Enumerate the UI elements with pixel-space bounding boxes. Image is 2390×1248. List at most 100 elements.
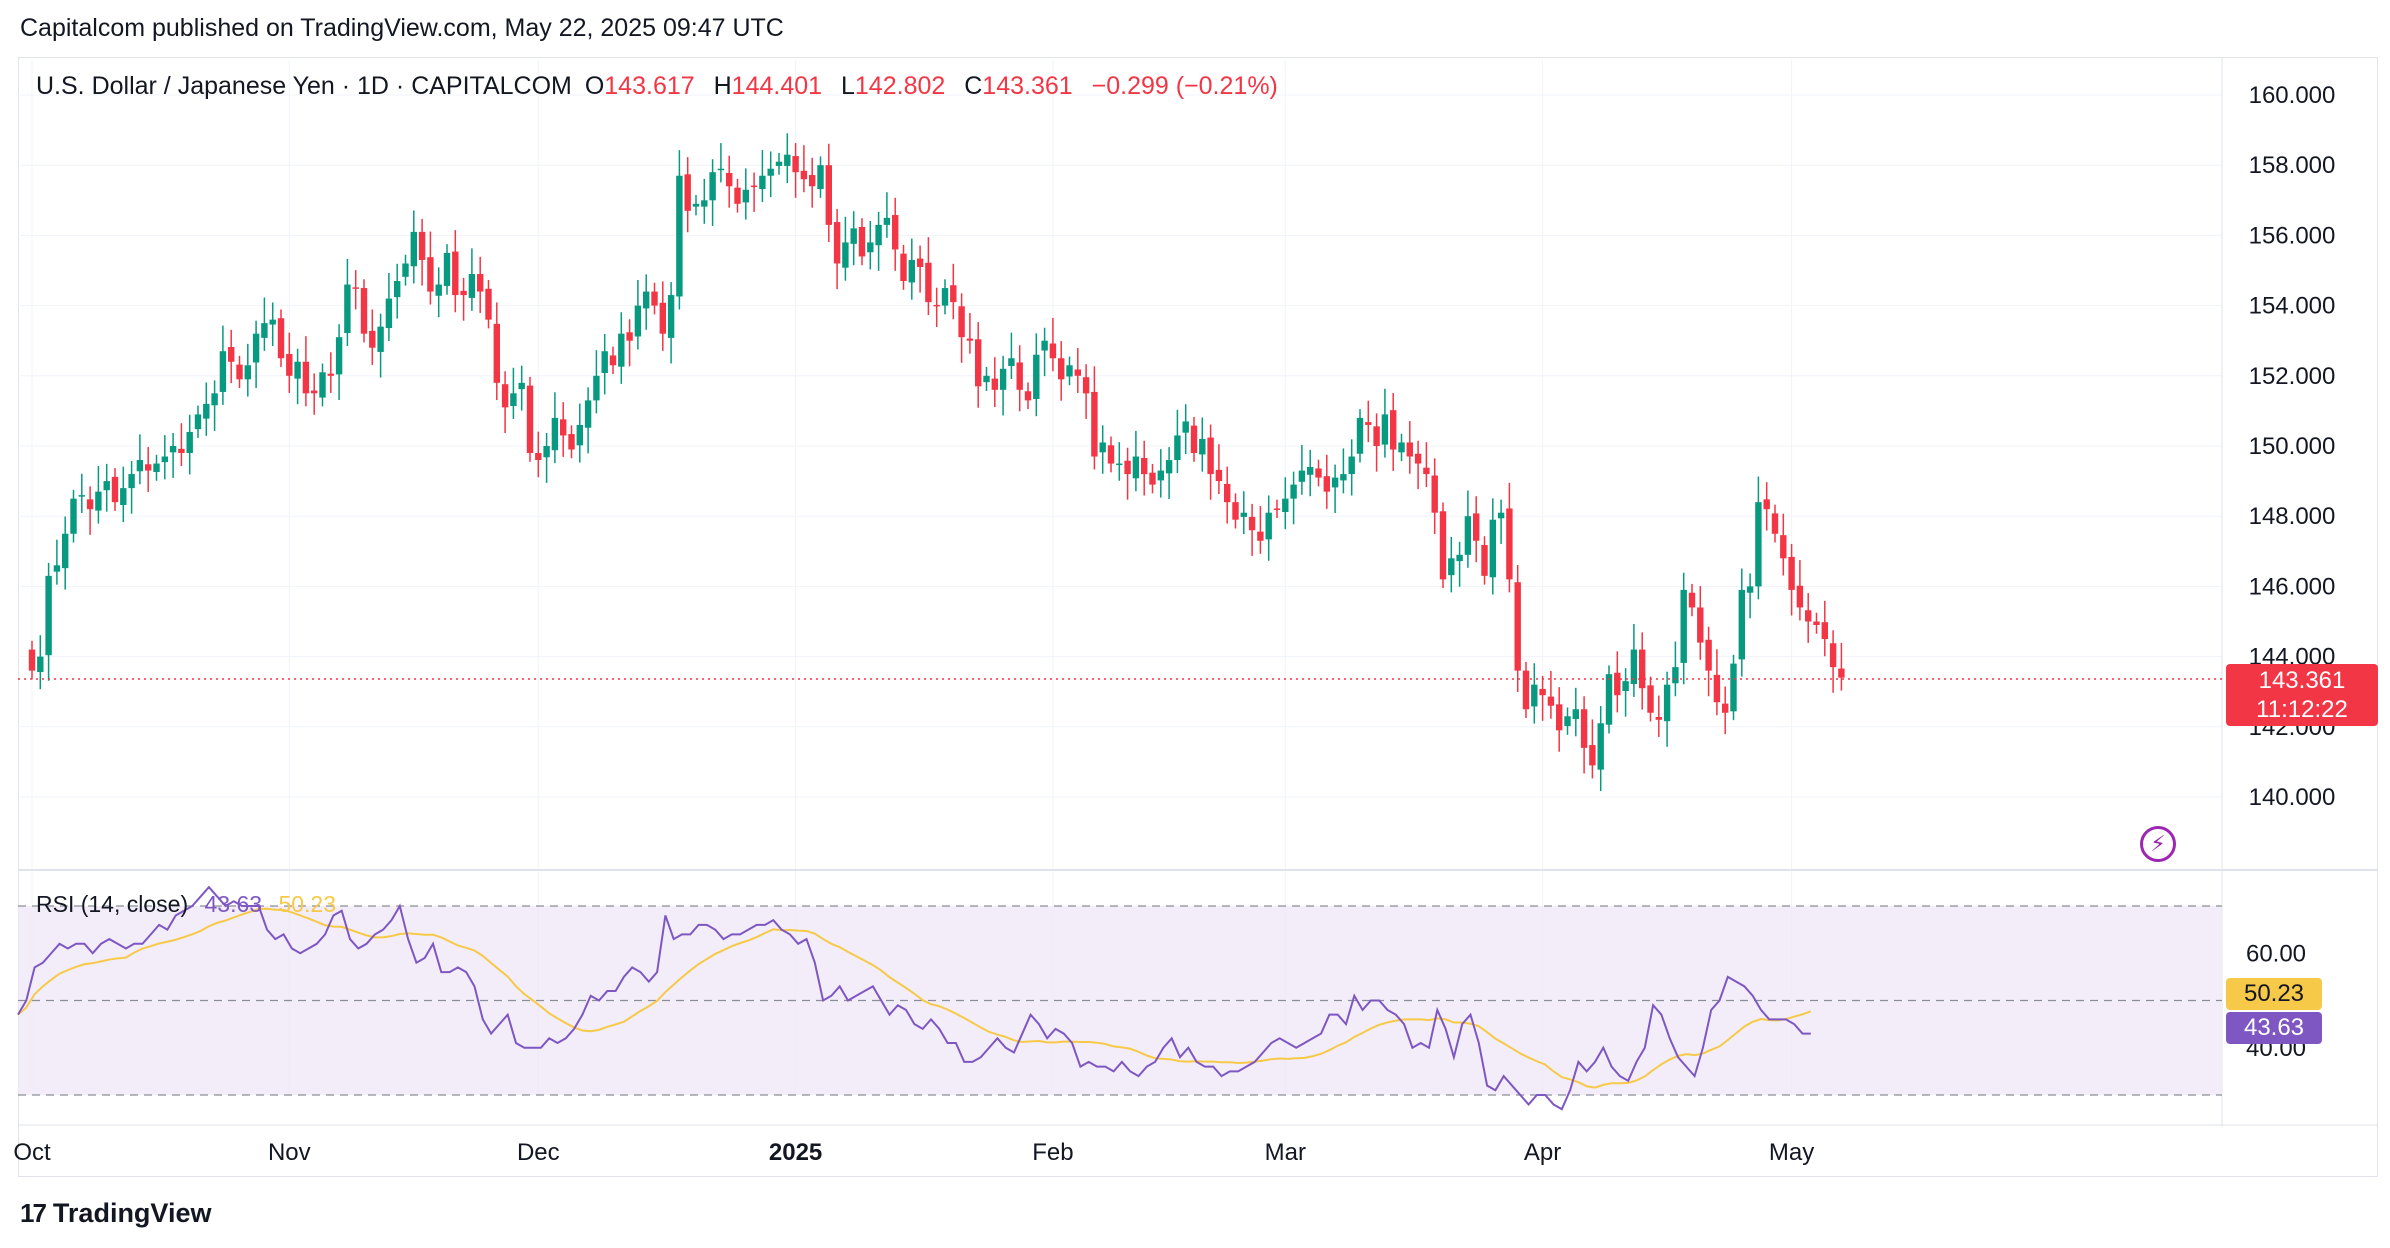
candle-body — [344, 284, 351, 333]
candle-body — [1199, 438, 1206, 455]
rsi-ma-tag: 50.23 — [2226, 978, 2322, 1010]
candle-body — [1423, 467, 1430, 475]
candle-body — [70, 498, 77, 534]
candle-body — [1406, 442, 1413, 457]
chart-frame — [18, 57, 2378, 1177]
candle-body — [1149, 472, 1156, 485]
candle-body — [1788, 556, 1795, 590]
candles — [18, 133, 2222, 792]
candle-body — [1514, 582, 1521, 671]
time-tick-label: 2025 — [769, 1139, 822, 1166]
candle-body — [468, 274, 476, 298]
candle-body — [1257, 531, 1264, 541]
candle-body — [1323, 476, 1330, 492]
candle-body — [651, 291, 658, 306]
candle-body — [252, 333, 260, 363]
rsi-value-tag: 43.63 — [2226, 1012, 2322, 1044]
candle-body — [1190, 425, 1198, 454]
candle-body — [676, 175, 683, 297]
candle-body — [784, 154, 791, 166]
candle-body — [1605, 674, 1613, 725]
candle-body — [999, 368, 1007, 390]
candle-body — [518, 382, 525, 390]
bar-countdown: 11:12:22 — [2256, 696, 2348, 723]
candle-body — [1398, 442, 1405, 453]
time-tick-label: Mar — [1265, 1139, 1306, 1166]
open-label: O — [584, 72, 605, 100]
candle-body — [618, 333, 625, 367]
lightning-icon[interactable]: ⚡ — [2140, 826, 2176, 862]
candle-body — [1448, 558, 1455, 576]
symbol-title[interactable]: U.S. Dollar / Japanese Yen · 1D · CAPITA… — [36, 72, 572, 100]
time-tick-label: Nov — [268, 1139, 311, 1166]
candle-body — [1273, 508, 1281, 510]
candle-body — [1456, 554, 1463, 562]
candle-body — [244, 365, 251, 380]
candle-body — [1506, 508, 1513, 580]
candle-body — [327, 373, 334, 376]
open-value: 143.617 — [604, 72, 695, 100]
tradingview-logo[interactable]: 17 TradingView — [20, 1198, 211, 1229]
candle-body — [593, 375, 600, 401]
candle-body — [485, 288, 492, 320]
low-value: 142.802 — [854, 72, 946, 100]
candle-body — [311, 390, 318, 394]
candle-body — [991, 378, 998, 390]
candle-body — [1680, 589, 1687, 663]
candle-body — [1215, 469, 1223, 482]
candle-body — [319, 372, 326, 398]
candle-body — [418, 231, 426, 260]
candle-body — [1315, 468, 1322, 478]
candle-body — [584, 400, 592, 428]
candle-body — [809, 175, 816, 187]
candle-body — [858, 226, 866, 257]
candle-body — [1597, 723, 1604, 770]
candle-body — [1082, 377, 1090, 394]
candle-body — [551, 417, 559, 451]
candle-body — [1091, 391, 1098, 457]
candle-body — [1688, 592, 1696, 608]
candle-body — [86, 499, 94, 510]
candle-body — [186, 431, 193, 454]
candle-body — [443, 252, 451, 286]
candle-body — [925, 262, 932, 303]
candle-body — [1157, 470, 1164, 481]
candle-body — [908, 259, 915, 283]
candle-body — [1589, 745, 1596, 766]
candle-body — [775, 161, 783, 166]
candle-body — [1207, 437, 1214, 475]
candle-body — [1290, 484, 1297, 499]
high-label: H — [713, 72, 732, 100]
candle-body — [883, 217, 891, 225]
candle-body — [817, 165, 824, 190]
candle-body — [335, 337, 343, 375]
time-axis: Oct Nov Dec 2025 Feb Mar Apr May — [13, 1139, 1814, 1166]
candle-body — [767, 168, 774, 176]
candle-body — [203, 403, 210, 419]
last-price-tag: 143.361 11:12:22 — [2226, 664, 2378, 726]
candle-body — [966, 338, 974, 341]
candle-body — [634, 305, 642, 337]
candle-body — [377, 326, 384, 352]
candle-body — [717, 168, 725, 171]
candle-body — [128, 474, 135, 489]
candle-body — [1805, 610, 1812, 622]
candle-body — [510, 393, 517, 406]
rsi-label[interactable]: RSI (14, close) — [36, 891, 189, 917]
candle-body — [269, 319, 276, 325]
candle-body — [1481, 544, 1488, 576]
candle-body — [53, 565, 61, 572]
candle-body — [759, 175, 766, 190]
candle-body — [933, 304, 940, 307]
candle-body — [1033, 354, 1040, 399]
candle-body — [701, 200, 708, 207]
candle-body — [477, 274, 484, 292]
candle-body — [1796, 585, 1804, 608]
time-tick-label: Oct — [13, 1139, 51, 1166]
candle-body — [975, 339, 982, 387]
time-tick-label: Dec — [517, 1139, 560, 1166]
candle-body — [543, 446, 550, 458]
candle-body — [261, 323, 268, 338]
candle-body — [1066, 365, 1073, 377]
